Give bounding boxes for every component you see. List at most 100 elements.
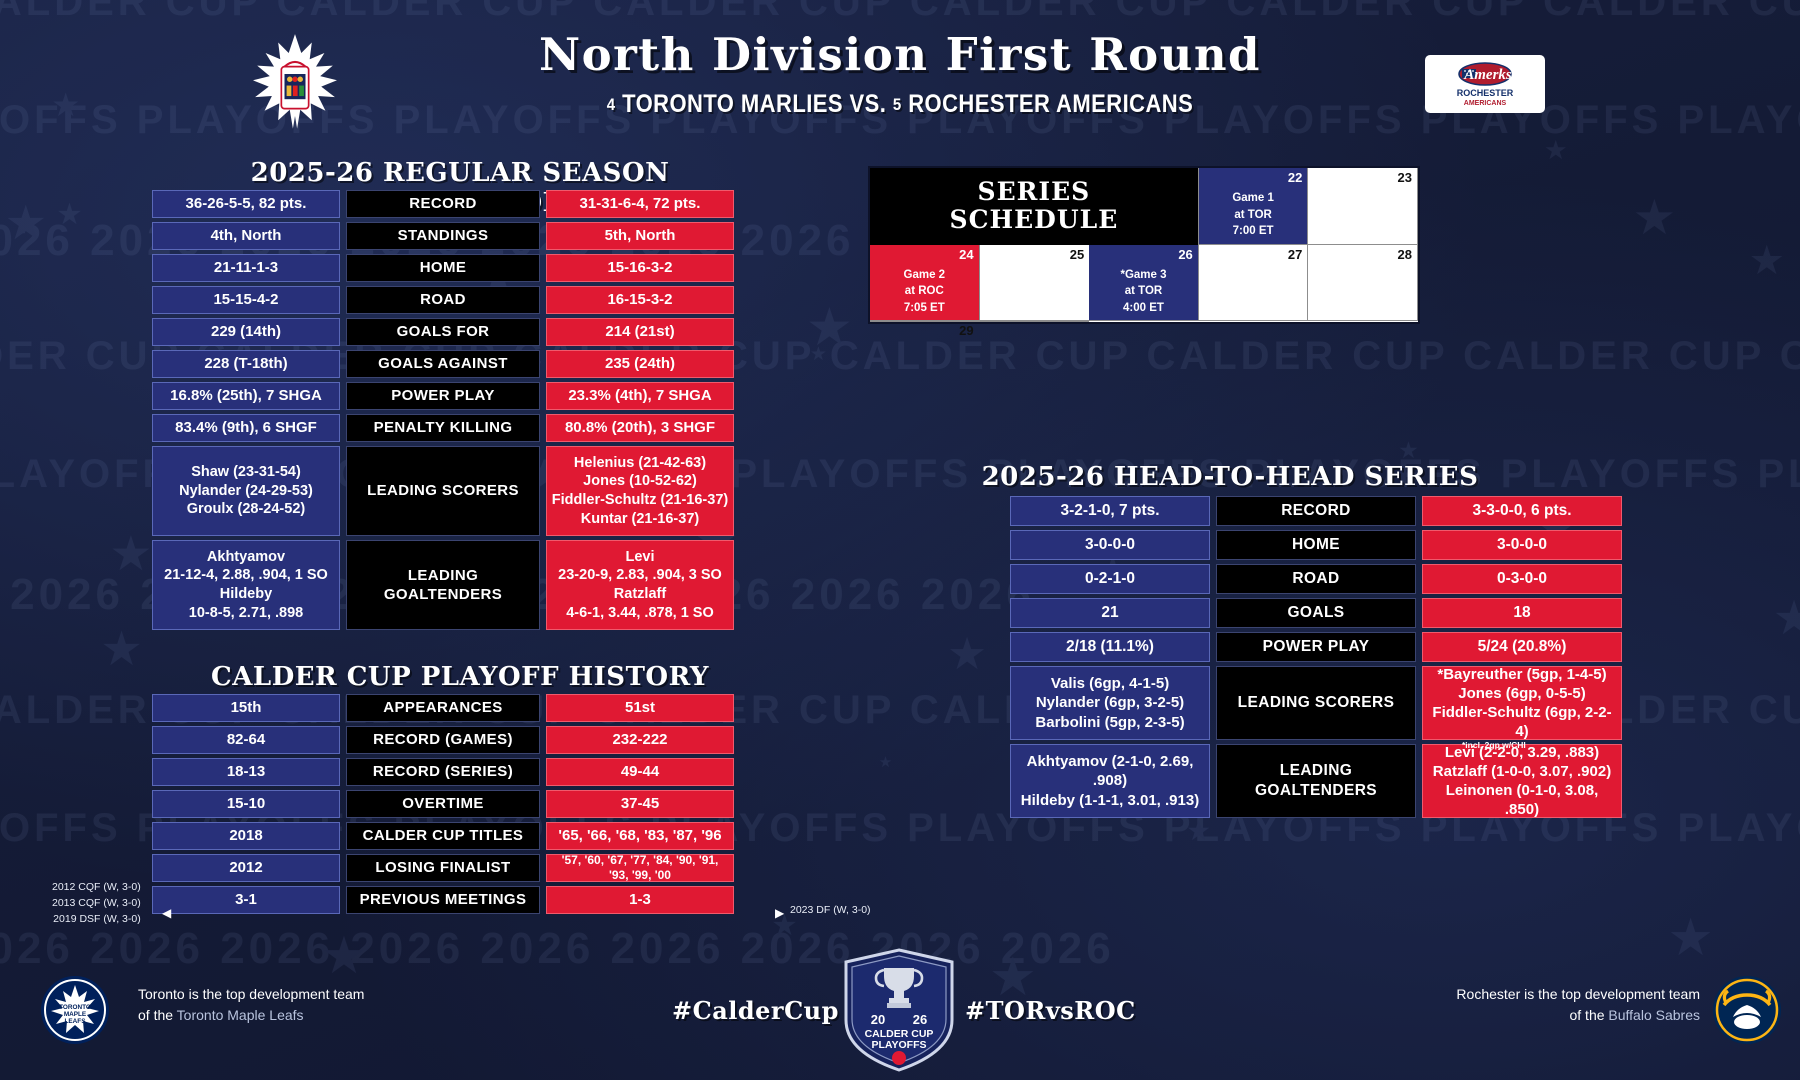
stat-label: GOALS AGAINST bbox=[346, 350, 540, 378]
table-row: Akhtyamov (2-1-0, 2.69, .908) Hildeby (1-… bbox=[1010, 744, 1630, 818]
rochester-americans-logo: Amerks ROCHESTER AMERICANS bbox=[1425, 55, 1545, 113]
svg-text:ROCHESTER: ROCHESTER bbox=[1457, 88, 1514, 98]
calendar-date-number: 27 bbox=[1288, 247, 1302, 262]
footnote-line: 2019 DSF (W, 3-0) bbox=[52, 912, 141, 928]
stat-label: RECORD (SERIES) bbox=[346, 758, 540, 786]
home-stat-value: 21-11-1-3 bbox=[152, 254, 340, 282]
table-row: 2018 CALDER CUP TITLES '65, '66, '68, '83,… bbox=[152, 822, 762, 850]
home-stat-value: 16.8% (25th), 7 SHGA bbox=[152, 382, 340, 410]
away-stat-value: Helenius (21-42-63) Jones (10-52-62) Fiddl… bbox=[546, 446, 734, 536]
calendar-date-number: 24 bbox=[959, 247, 973, 262]
stat-label: ROAD bbox=[1216, 564, 1416, 594]
toronto-maple-leafs-logo: TORONTO MAPLE LEAFS bbox=[40, 975, 110, 1045]
stat-label: RECORD bbox=[1216, 496, 1416, 526]
footnote-line: 2023 DF (W, 3-0) bbox=[790, 903, 871, 919]
home-stat-value: 2018 bbox=[152, 822, 340, 850]
away-stat-value: 37-45 bbox=[546, 790, 734, 818]
home-stat-value: 82-64 bbox=[152, 726, 340, 754]
calendar-game-info: Game 2 at ROC 7:05 ET bbox=[870, 267, 979, 317]
table-row: 229 (14th) GOALS FOR 214 (21st) bbox=[152, 318, 762, 346]
home-stat-value: 36-26-5-5, 82 pts. bbox=[152, 190, 340, 218]
stat-label: GOALS FOR bbox=[346, 318, 540, 346]
calendar-date-number: 25 bbox=[1070, 247, 1084, 262]
stat-label: HOME bbox=[346, 254, 540, 282]
regular-season-comparison-table: 36-26-5-5, 82 pts. RECORD 31-31-6-4, 72 pt… bbox=[152, 190, 762, 630]
promo-text: CALDER CUPPLAYOFFSHIT HARDERAHLTV | on F… bbox=[980, 321, 1084, 322]
away-stat-value: 232-222 bbox=[546, 726, 734, 754]
calder-cup-playoffs-badge: 20 26 CALDER CUP PLAYOFFS bbox=[840, 948, 958, 1073]
calendar-empty-cell: 25 bbox=[980, 245, 1090, 322]
footer-left-text: Toronto is the top development team of t… bbox=[138, 984, 364, 1026]
seed-away: 5 bbox=[893, 95, 902, 114]
calendar-date-number: 23 bbox=[1398, 170, 1412, 185]
stat-label: APPEARANCES bbox=[346, 694, 540, 722]
footer-left-line2: of the Toronto Maple Leafs bbox=[138, 1005, 364, 1026]
table-row: Akhtyamov 21-12-4, 2.88, .904, 1 SO Hildeb… bbox=[152, 540, 762, 630]
home-stat-value: 229 (14th) bbox=[152, 318, 340, 346]
stat-label: RECORD (GAMES) bbox=[346, 726, 540, 754]
table-row: 82-64 RECORD (GAMES) 232-222 bbox=[152, 726, 762, 754]
stat-label: LEADING SCORERS bbox=[346, 446, 540, 536]
svg-text:AMERICANS: AMERICANS bbox=[1464, 100, 1507, 107]
stat-label: LEADING SCORERS bbox=[1216, 666, 1416, 740]
head-to-head-right-note: *incl. 2gp w/CHI bbox=[1462, 740, 1526, 750]
footnote-line: 2012 CQF (W, 3-0) bbox=[52, 880, 141, 896]
seed-home: 4 bbox=[607, 95, 616, 114]
stat-label: HOME bbox=[1216, 530, 1416, 560]
home-stat-value: 0-2-1-0 bbox=[1010, 564, 1210, 594]
table-row: 2012 LOSING FINALIST '57, '60, '67, '77, '… bbox=[152, 854, 762, 882]
away-stat-value: 3-3-0-0, 6 pts. bbox=[1422, 496, 1622, 526]
footnote-arrow-right: ▶ bbox=[775, 906, 784, 920]
buffalo-sabres-logo bbox=[1712, 975, 1782, 1045]
away-stat-value: 31-31-6-4, 72 pts. bbox=[546, 190, 734, 218]
away-stat-value: Levi 23-20-9, 2.83, .904, 3 SO Ratzlaff 4-6… bbox=[546, 540, 734, 630]
hashtag-torvsroc: #TORvsROC bbox=[965, 996, 1136, 1025]
footer-right-line1: Rochester is the top development team bbox=[1380, 984, 1700, 1005]
home-stat-value: 4th, North bbox=[152, 222, 340, 250]
home-stat-value: 15th bbox=[152, 694, 340, 722]
away-stat-value: *Bayreuther (5gp, 1-4-5) Jones (6gp, 0-5-… bbox=[1422, 666, 1622, 740]
stat-label: RECORD bbox=[346, 190, 540, 218]
home-stat-value: 15-15-4-2 bbox=[152, 286, 340, 314]
table-row: 2/18 (11.1%) POWER PLAY 5/24 (20.8%) bbox=[1010, 632, 1630, 662]
footer-right-line2: of the Buffalo Sabres bbox=[1380, 1005, 1700, 1026]
footer-right-team: Buffalo Sabres bbox=[1608, 1007, 1700, 1023]
calder-cup-promo-banner: CALDER CUPPLAYOFFSHIT HARDERAHLTV | on F… bbox=[980, 321, 1090, 322]
away-stat-value: 49-44 bbox=[546, 758, 734, 786]
stat-label: PREVIOUS MEETINGS bbox=[346, 886, 540, 914]
team-away-name: ROCHESTER AMERICANS bbox=[908, 90, 1193, 118]
home-stat-value: 2012 bbox=[152, 854, 340, 882]
table-row: 0-2-1-0 ROAD 0-3-0-0 bbox=[1010, 564, 1630, 594]
home-stat-value: 2/18 (11.1%) bbox=[1010, 632, 1210, 662]
table-row: 83.4% (9th), 6 SHGF PENALTY KILLING 80.8% … bbox=[152, 414, 762, 442]
home-stat-value: Valis (6gp, 4-1-5) Nylander (6gp, 3-2-5) B… bbox=[1010, 666, 1210, 740]
away-stat-value: Levi (2-2-0, 3.29, .883) Ratzlaff (1-0-0,… bbox=[1422, 744, 1622, 818]
stat-label: LOSING FINALIST bbox=[346, 854, 540, 882]
stat-label: POWER PLAY bbox=[1216, 632, 1416, 662]
stat-label: CALDER CUP TITLES bbox=[346, 822, 540, 850]
svg-text:LEAFS: LEAFS bbox=[65, 1018, 87, 1025]
playoff-history-table: 15th APPEARANCES 51st 82-64 RECORD (GAMES) 23… bbox=[152, 694, 762, 914]
svg-text:TORONTO: TORONTO bbox=[59, 1004, 91, 1011]
away-stat-value: 51st bbox=[546, 694, 734, 722]
home-stat-value: 15-10 bbox=[152, 790, 340, 818]
home-stat-value: 3-0-0-0 bbox=[1010, 530, 1210, 560]
away-stat-value: 16-15-3-2 bbox=[546, 286, 734, 314]
table-row: 228 (T-18th) GOALS AGAINST 235 (24th) bbox=[152, 350, 762, 378]
head-to-head-table: 3-2-1-0, 7 pts. RECORD 3-3-0-0, 6 pts. 3-0-… bbox=[1010, 496, 1630, 818]
calendar-empty-cell: 23 bbox=[1308, 168, 1418, 245]
calendar-empty-cell: 27 bbox=[1199, 245, 1309, 322]
previous-meetings-footnote-left: 2012 CQF (W, 3-0) 2013 CQF (W, 3-0) 2019 D… bbox=[52, 880, 141, 927]
home-stat-value: 18-13 bbox=[152, 758, 340, 786]
table-row: 3-2-1-0, 7 pts. RECORD 3-3-0-0, 6 pts. bbox=[1010, 496, 1630, 526]
footer-left-team: Toronto Maple Leafs bbox=[177, 1007, 304, 1023]
table-row: 3-1 PREVIOUS MEETINGS 1-3 bbox=[152, 886, 762, 914]
table-row: 15-10 OVERTIME 37-45 bbox=[152, 790, 762, 818]
away-stat-value: '57, '60, '67, '77, '84, '90, '91, '93, … bbox=[546, 854, 734, 882]
table-row: 3-0-0-0 HOME 3-0-0-0 bbox=[1010, 530, 1630, 560]
calendar-date-number: 29 bbox=[959, 323, 973, 338]
badge-year-right: 26 bbox=[913, 1012, 927, 1027]
previous-meetings-footnote-right: 2023 DF (W, 3-0) bbox=[790, 903, 871, 919]
stat-label: ROAD bbox=[346, 286, 540, 314]
table-row: 21-11-1-3 HOME 15-16-3-2 bbox=[152, 254, 762, 282]
